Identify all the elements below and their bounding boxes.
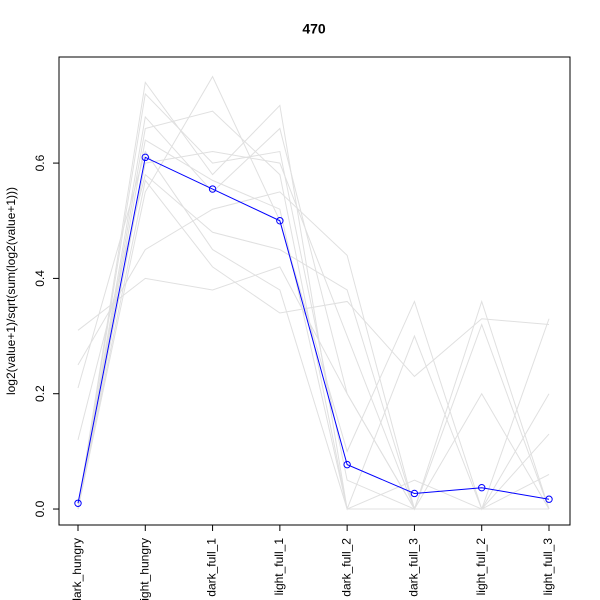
x-tick-label: light_hungry xyxy=(137,538,151,600)
plot-frame xyxy=(58,56,571,526)
x-tick-label: dark_full_2 xyxy=(339,538,353,597)
series-line xyxy=(77,179,550,510)
y-tick-label: 0.2 xyxy=(33,385,47,402)
x-tick-label: dark_hungry xyxy=(70,538,84,600)
x-tick-label: dark_full_3 xyxy=(407,538,421,597)
point xyxy=(343,460,351,469)
point xyxy=(545,495,553,503)
x-tick-label: dark_full_1 xyxy=(205,538,219,597)
y-axis-label: log2(value+1)/sqrt(sum(log2(value+1))) xyxy=(4,187,18,395)
point xyxy=(141,153,149,162)
x-tick-label: light_full_2 xyxy=(474,538,488,596)
series-line xyxy=(77,81,549,510)
x-tick-label: light_full_1 xyxy=(272,538,286,596)
y-tick-label: 0.6 xyxy=(33,154,47,171)
series-line xyxy=(77,266,550,511)
series-line xyxy=(77,139,550,510)
series-line xyxy=(77,75,550,511)
y-tick-label: 0.4 xyxy=(33,270,47,287)
series-line xyxy=(77,156,550,504)
series-line xyxy=(77,115,550,510)
point xyxy=(410,489,419,498)
series-line xyxy=(77,191,550,510)
point xyxy=(276,217,284,225)
chart-title: 470 xyxy=(302,21,326,37)
point xyxy=(208,185,217,193)
x-tick-label: light_full_3 xyxy=(541,538,555,596)
series-line xyxy=(77,150,549,511)
series-line xyxy=(77,173,550,511)
point xyxy=(74,499,82,507)
point xyxy=(478,483,486,492)
y-tick-label: 0.0 xyxy=(33,500,47,517)
